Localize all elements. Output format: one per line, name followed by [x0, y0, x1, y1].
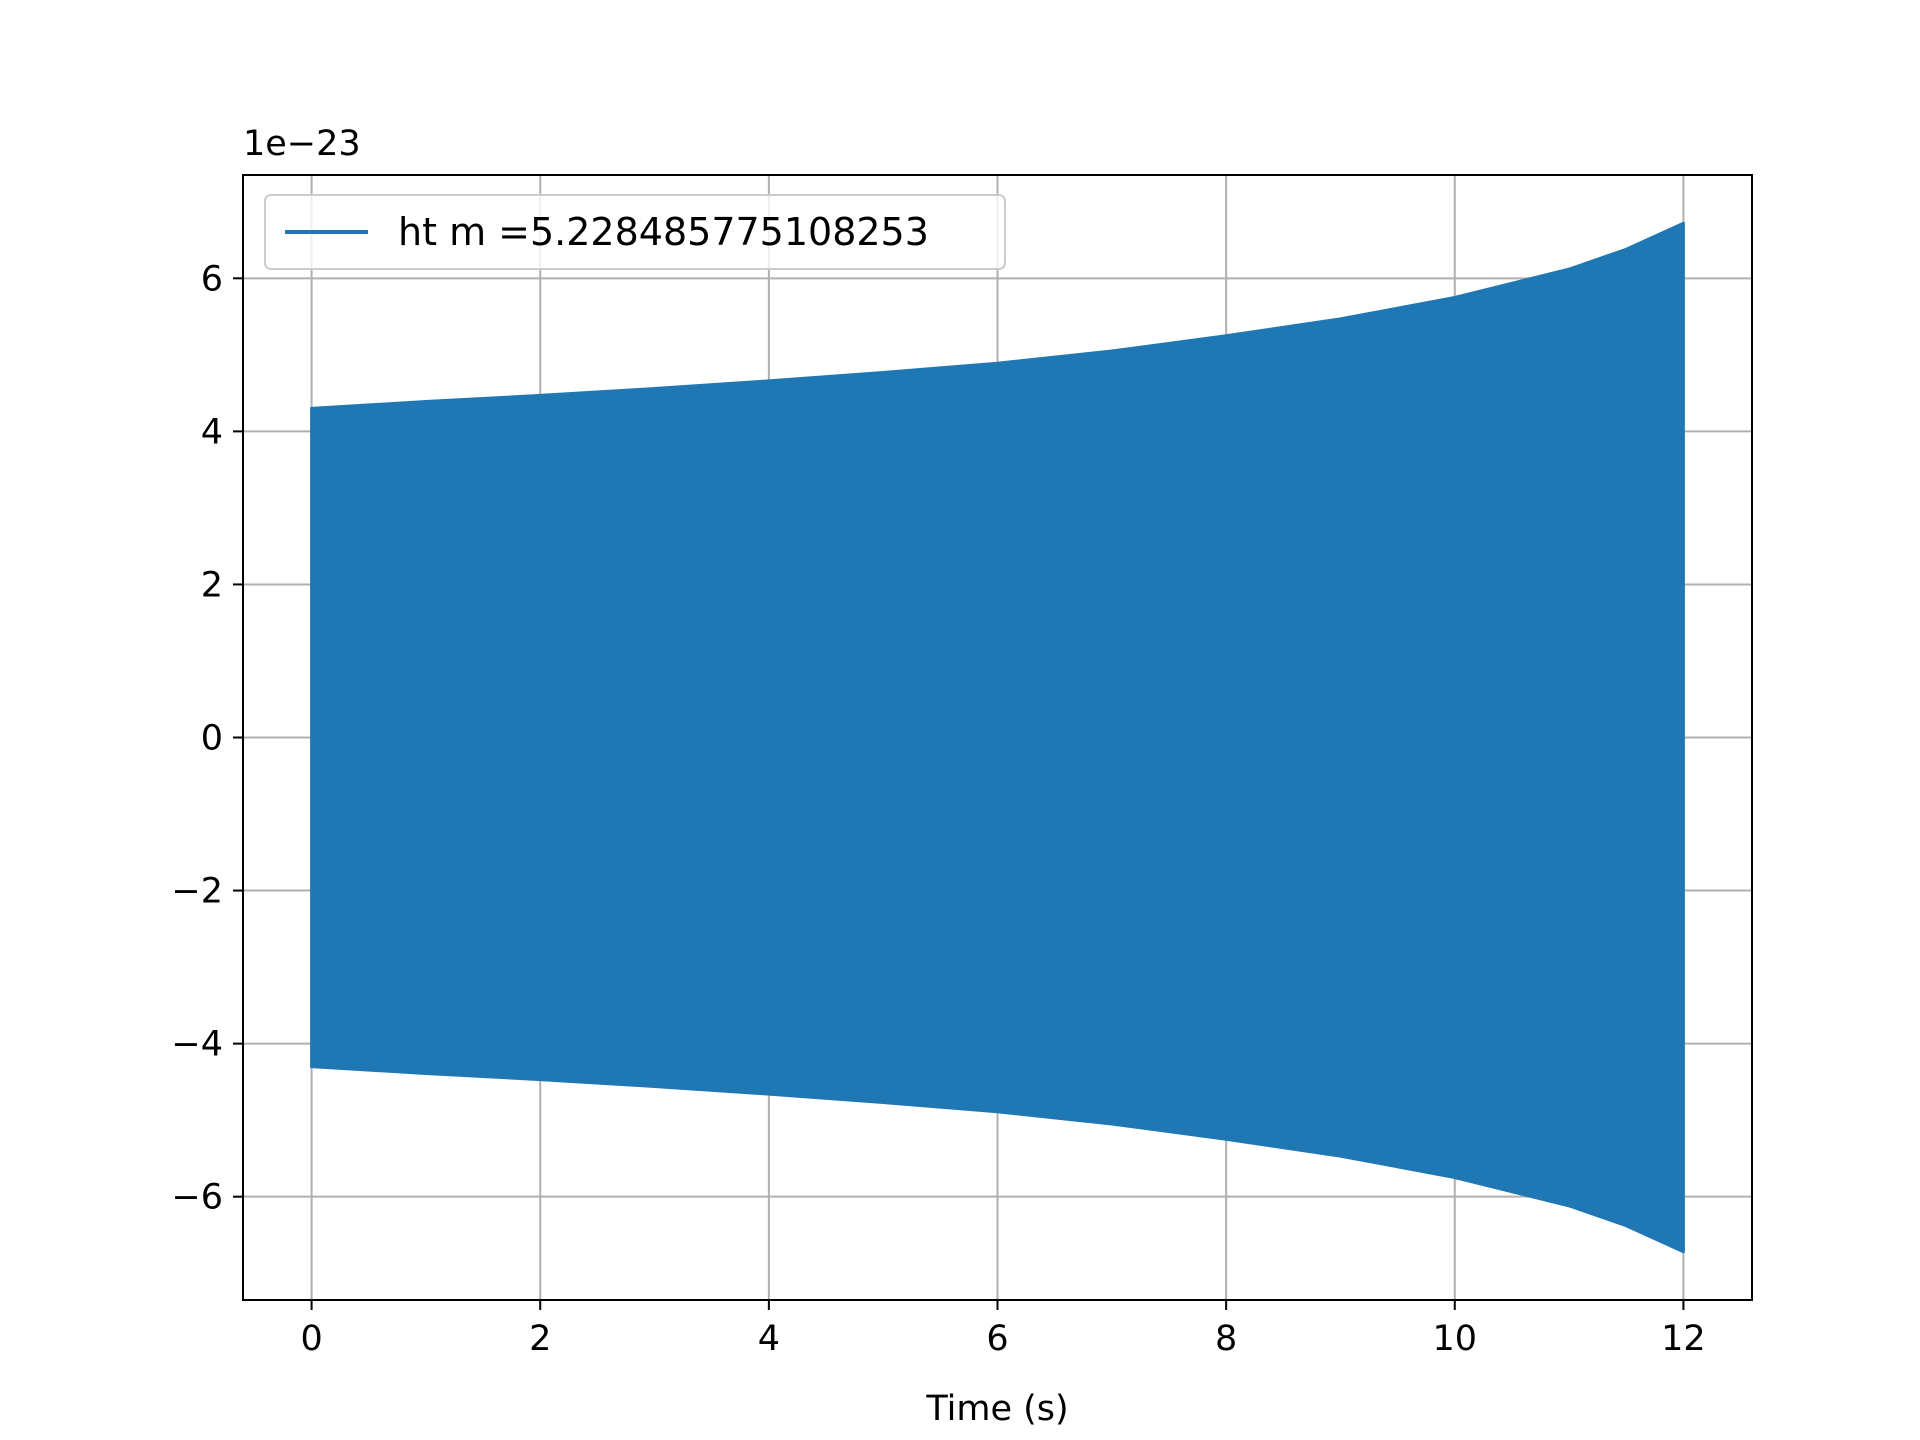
legend-box	[264, 194, 1006, 270]
y-tick-label: 4	[201, 412, 223, 452]
legend-label: ht m =5.228485775108253	[398, 210, 929, 254]
x-axis-label: Time (s)	[925, 1389, 1068, 1429]
x-tick-label: 6	[986, 1319, 1008, 1359]
y-tick-label: −6	[171, 1178, 223, 1218]
x-tick-label: 2	[529, 1319, 551, 1359]
x-tick-label: 10	[1432, 1319, 1477, 1359]
y-offset-label: 1e−23	[243, 124, 361, 164]
y-tick-label: 2	[201, 565, 223, 605]
series-signal-band	[310, 221, 1685, 1254]
y-tick-label: 0	[201, 719, 223, 759]
y-tick-label: 6	[201, 259, 223, 299]
x-tick-label: 8	[1215, 1319, 1237, 1359]
y-axis-ticks: −6 −4 −2 0 2 4 6	[171, 259, 243, 1218]
x-tick-label: 12	[1661, 1319, 1706, 1359]
y-tick-label: −2	[171, 872, 223, 912]
series-group	[310, 221, 1685, 1254]
x-axis-ticks: 0 2 4 6 8 10 12	[300, 1300, 1706, 1359]
legend: ht m =5.228485775108253	[264, 194, 1006, 270]
x-tick-label: 4	[758, 1319, 780, 1359]
y-tick-label: −4	[171, 1025, 223, 1065]
x-tick-label: 0	[300, 1319, 322, 1359]
